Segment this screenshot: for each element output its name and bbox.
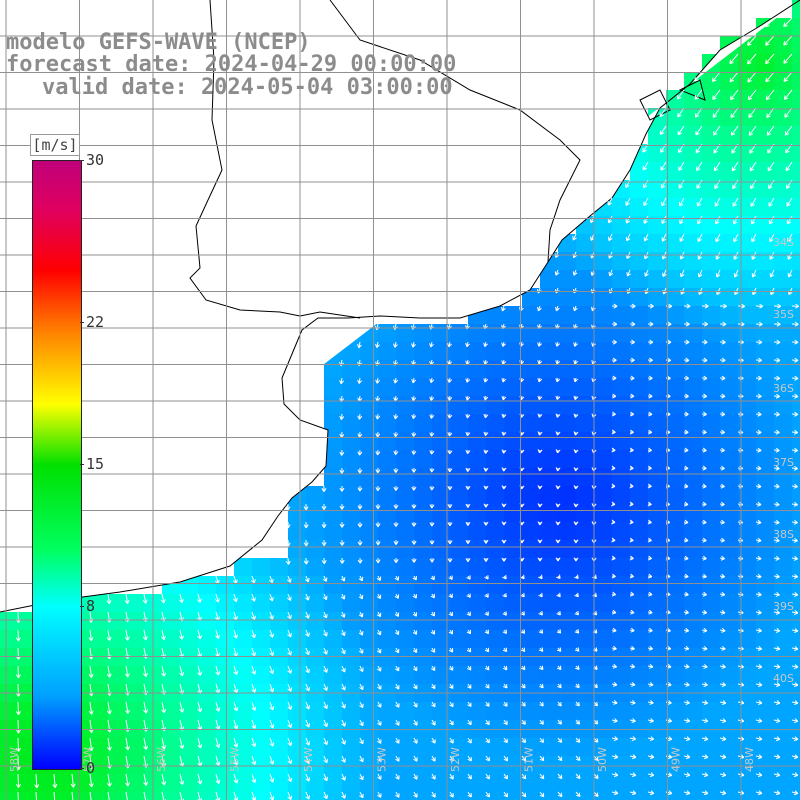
- coastline: [0, 0, 800, 613]
- lat-label: 40S: [773, 672, 794, 685]
- colorbar-unit: [m/s]: [30, 134, 80, 156]
- colorbar-tick-mark: [80, 605, 84, 607]
- colorbar-tick-mark: [80, 160, 84, 161]
- lon-label: 48W: [743, 747, 756, 772]
- lat-label: 37S: [773, 456, 794, 469]
- lat-label: 36S: [773, 382, 794, 395]
- lat-label: 38S: [773, 528, 794, 541]
- colorbar-tick-0: 0: [86, 759, 96, 777]
- lon-label: 51W: [523, 747, 536, 772]
- colorbar-tick-22: 22: [86, 313, 105, 332]
- inland-borders: [189, 0, 581, 319]
- colorbar-tick-15: 15: [86, 455, 105, 473]
- colorbar-tick-30: 30: [86, 151, 105, 169]
- forecast-date: forecast date: 2024-04-29 00:00:00: [6, 52, 457, 77]
- lon-label: 58W: [8, 747, 21, 772]
- lon-label: 57W: [82, 747, 95, 772]
- lagoon-outline: [639, 79, 706, 121]
- valid-date: valid date: 2024-05-04 03:00:00: [42, 75, 453, 100]
- lat-label: 39S: [773, 600, 794, 613]
- lon-label: 52W: [449, 747, 462, 772]
- lon-label: 49W: [670, 747, 683, 772]
- lon-label: 53W: [376, 747, 389, 772]
- lon-label: 50W: [596, 747, 609, 772]
- colorbar: [32, 160, 82, 770]
- colorbar-tick-8: 8: [86, 596, 96, 615]
- lat-label: 35S: [773, 308, 794, 321]
- colorbar-tick-mark: [80, 322, 84, 324]
- lat-label: 34S: [773, 236, 794, 249]
- lon-label: 54W: [302, 747, 315, 772]
- lon-label: 56W: [155, 747, 168, 772]
- colorbar-tick-mark: [80, 768, 84, 769]
- lon-label: 55W: [229, 747, 242, 772]
- land-area: [0, 0, 800, 612]
- model-title: modelo GEFS-WAVE (NCEP): [6, 30, 311, 55]
- colorbar-tick-mark: [80, 464, 84, 465]
